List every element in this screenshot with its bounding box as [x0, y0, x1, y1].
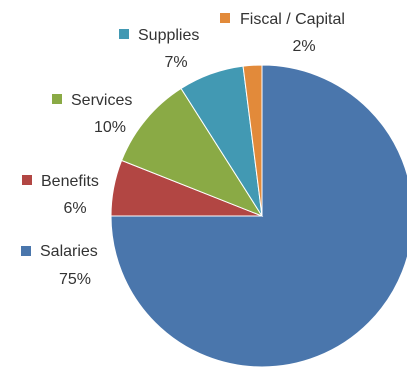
slice-label-services: Services: [71, 92, 132, 109]
legend-marker-supplies: [119, 29, 129, 39]
pie-slice-salaries: [110, 64, 407, 368]
pie-slice-fiscal-capital: [242, 64, 263, 217]
slice-label-salaries: Salaries: [40, 243, 98, 260]
slice-percent-fiscal-capital: 2%: [292, 38, 315, 55]
pie-slice-services: [120, 87, 264, 218]
legend-marker-fiscal-capital: [220, 13, 230, 23]
legend-marker-salaries: [21, 246, 31, 256]
slice-percent-supplies: 7%: [164, 54, 187, 71]
pie-slices: [110, 64, 407, 368]
slice-label-fiscal-capital: Fiscal / Capital: [240, 11, 345, 28]
legend-marker-benefits: [22, 175, 32, 185]
slice-percent-benefits: 6%: [63, 200, 86, 217]
slice-percent-salaries: 75%: [59, 271, 91, 288]
slice-label-benefits: Benefits: [41, 173, 99, 190]
legend-marker-services: [52, 94, 62, 104]
slice-percent-services: 10%: [94, 119, 126, 136]
slice-label-supplies: Supplies: [138, 27, 199, 44]
pie-labels: Salaries 75% Benefits 6% Services 10% Supplies…: [21, 11, 345, 288]
